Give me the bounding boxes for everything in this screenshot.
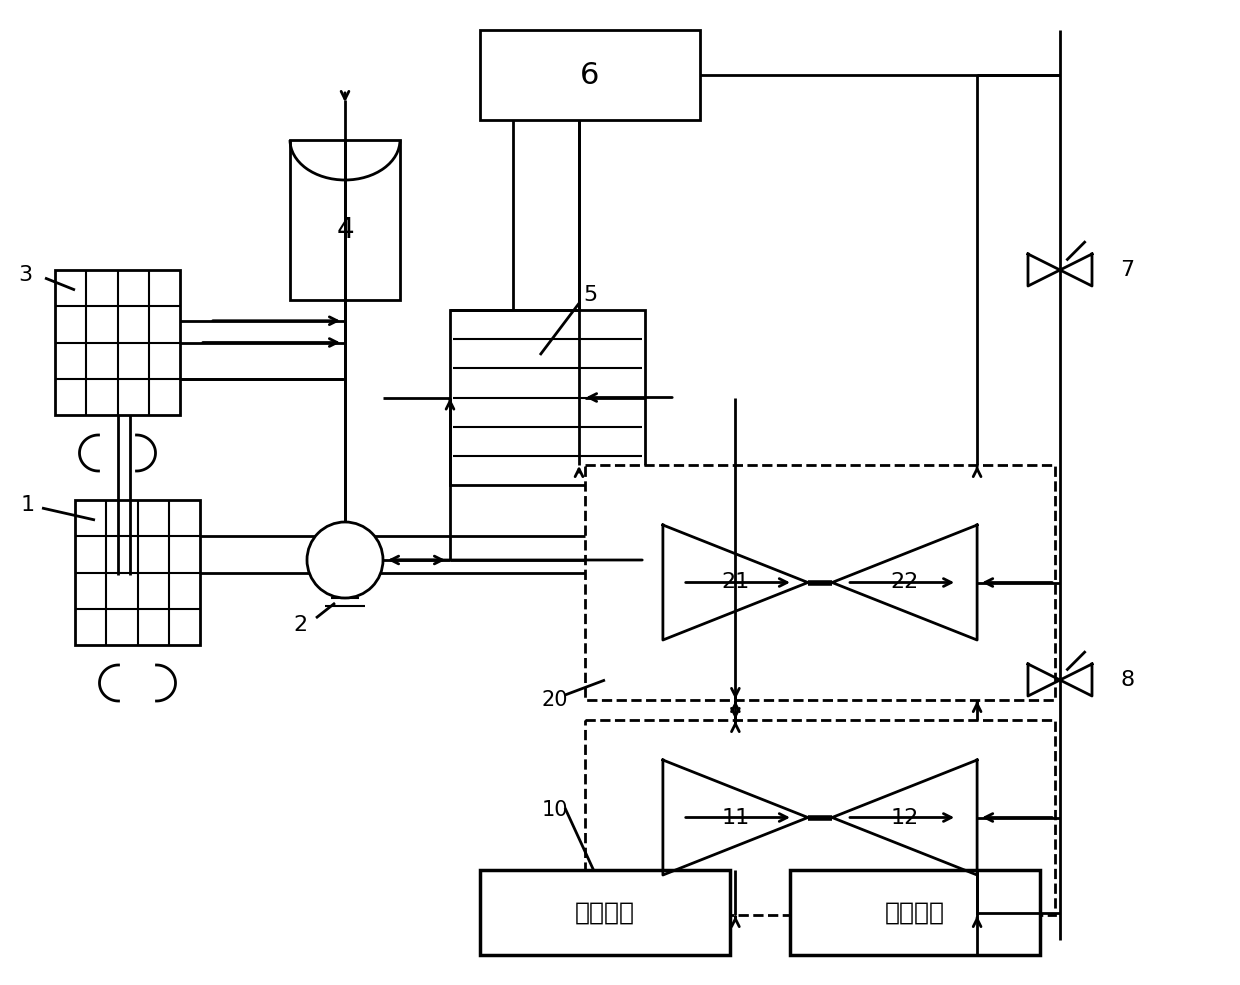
Text: 5: 5 — [583, 285, 598, 305]
Text: 排气环境: 排气环境 — [885, 900, 945, 925]
Text: 20: 20 — [542, 690, 568, 710]
Text: 4: 4 — [336, 216, 353, 244]
Bar — [290, 140, 401, 300]
Text: 10: 10 — [542, 800, 568, 820]
Text: 11: 11 — [722, 808, 749, 827]
Bar — [585, 720, 1055, 915]
Text: 8: 8 — [1120, 670, 1135, 690]
Text: 22: 22 — [890, 572, 919, 593]
Text: 21: 21 — [722, 572, 749, 593]
Text: 进气环境: 进气环境 — [575, 900, 635, 925]
Bar — [790, 870, 1040, 955]
Text: 3: 3 — [17, 265, 32, 285]
Bar — [450, 310, 645, 485]
Circle shape — [308, 522, 383, 598]
Text: 2: 2 — [293, 615, 308, 635]
Text: 1: 1 — [21, 495, 35, 515]
Bar — [480, 870, 730, 955]
Text: 6: 6 — [580, 60, 600, 90]
Text: 12: 12 — [890, 808, 919, 827]
Bar — [74, 500, 200, 645]
Bar — [480, 30, 701, 120]
Bar — [585, 465, 1055, 700]
Bar — [55, 270, 180, 415]
Text: 7: 7 — [1120, 260, 1135, 280]
